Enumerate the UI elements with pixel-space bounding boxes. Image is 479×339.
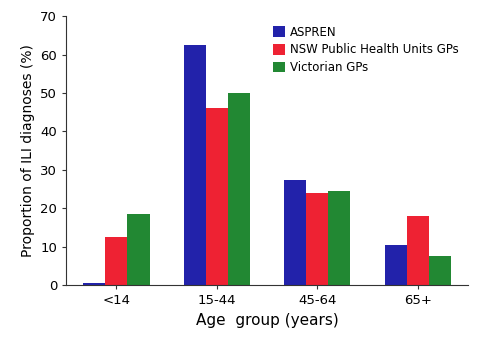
- Legend: ASPREN, NSW Public Health Units GPs, Victorian GPs: ASPREN, NSW Public Health Units GPs, Vic…: [270, 22, 462, 78]
- Bar: [385, 245, 407, 285]
- Bar: [183, 45, 206, 285]
- Bar: [228, 93, 250, 285]
- Bar: [206, 108, 228, 285]
- Bar: [83, 283, 105, 285]
- Bar: [407, 216, 429, 285]
- Bar: [328, 191, 350, 285]
- Bar: [127, 214, 149, 285]
- X-axis label: Age  group (years): Age group (years): [195, 313, 338, 328]
- Bar: [429, 257, 451, 285]
- Bar: [306, 193, 328, 285]
- Y-axis label: Proportion of ILI diagnoses (%): Proportion of ILI diagnoses (%): [21, 44, 34, 257]
- Bar: [105, 237, 127, 285]
- Bar: [284, 180, 306, 285]
